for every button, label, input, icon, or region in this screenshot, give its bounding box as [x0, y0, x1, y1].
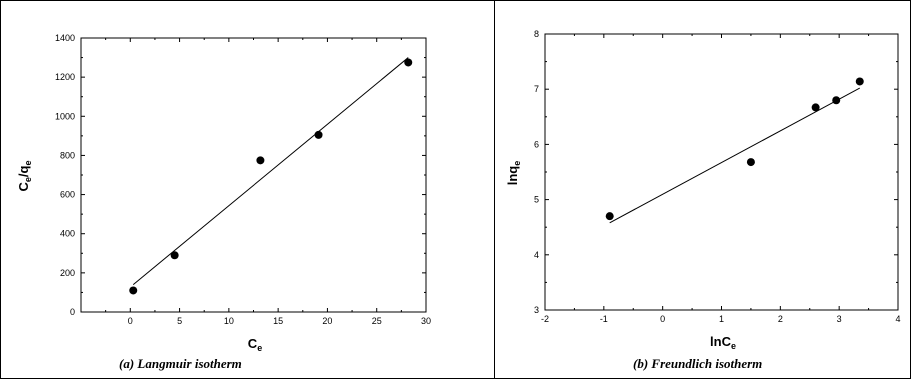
langmuir-y-tick-label: 200: [60, 268, 75, 278]
langmuir-y-tick-label: 0: [70, 307, 75, 317]
langmuir-x-tick-label: 20: [322, 316, 332, 326]
freundlich-y-tick-label: 3: [534, 305, 539, 315]
langmuir-y-tick-label: 600: [60, 190, 75, 200]
freundlich-x-tick-label: 2: [778, 314, 783, 324]
freundlich-x-tick-label: 3: [837, 314, 842, 324]
freundlich-y-tick-label: 7: [534, 84, 539, 94]
langmuir-data-point: [314, 130, 323, 139]
langmuir-x-tick-label: 10: [224, 316, 234, 326]
freundlich-marks: [605, 77, 864, 224]
langmuir-marks: [129, 57, 413, 295]
freundlich-y-tick-label: 4: [534, 250, 539, 260]
langmuir-x-tick-label: 5: [177, 316, 182, 326]
freundlich-chart: -2 -1 0 1 2 3 4 3 4 5 6 7 8 lnCe lnqe: [505, 29, 901, 351]
langmuir-y-tick-label: 400: [60, 229, 75, 239]
freundlich-plot-frame: [544, 33, 899, 311]
freundlich-y-axis-label: lnqe: [505, 161, 522, 186]
freundlich-x-tick-label: 1: [719, 314, 724, 324]
langmuir-y-tick-label: 1000: [55, 111, 75, 121]
freundlich-data-point: [605, 212, 614, 221]
freundlich-fit-line: [609, 87, 860, 224]
freundlich-x-tick-label: -1: [600, 314, 608, 324]
langmuir-fit-line: [132, 57, 409, 285]
langmuir-x-tick-label: 15: [273, 316, 283, 326]
freundlich-x-tick-label: 4: [895, 314, 900, 324]
langmuir-plot-frame: [80, 37, 427, 313]
langmuir-chart: 0 5 10 15 20 25 30 0 200 400 600 800 1000 1200 1400 Ce…: [16, 33, 431, 353]
langmuir-data-point: [404, 58, 413, 67]
langmuir-x-tick-label: 0: [128, 316, 133, 326]
langmuir-y-tick-label: 800: [60, 150, 75, 160]
langmuir-x-axis-label: Ce: [248, 336, 262, 353]
langmuir-caption: (a) Langmuir isotherm: [119, 356, 242, 371]
freundlich-data-point: [746, 158, 755, 167]
langmuir-y-tick-label: 1200: [55, 72, 75, 82]
langmuir-data-point: [129, 286, 138, 295]
freundlich-data-point: [811, 103, 820, 112]
freundlich-x-tick-label: 0: [660, 314, 665, 324]
panel-divider: [494, 1, 495, 378]
langmuir-data-point: [256, 156, 265, 165]
freundlich-ticks: -2 -1 0 1 2 3 4 3 4 5 6 7 8: [534, 29, 901, 324]
langmuir-x-tick-label: 30: [421, 316, 431, 326]
langmuir-x-tick-label: 25: [372, 316, 382, 326]
freundlich-x-tick-label: -2: [541, 314, 549, 324]
langmuir-ticks: 0 5 10 15 20 25 30 0 200 400 600 800 1000 1200 1400: [55, 33, 431, 326]
freundlich-caption: (b) Freundlich isotherm: [633, 356, 763, 371]
langmuir-y-axis-label: Ce/qe: [16, 161, 33, 192]
freundlich-y-tick-label: 8: [534, 29, 539, 39]
langmuir-y-tick-label: 1400: [55, 33, 75, 43]
freundlich-y-tick-label: 5: [534, 195, 539, 205]
freundlich-y-tick-label: 6: [534, 139, 539, 149]
langmuir-data-point: [170, 251, 179, 260]
freundlich-x-axis-label: lnCe: [710, 334, 736, 351]
freundlich-data-point: [855, 77, 864, 86]
freundlich-data-point: [832, 96, 841, 105]
